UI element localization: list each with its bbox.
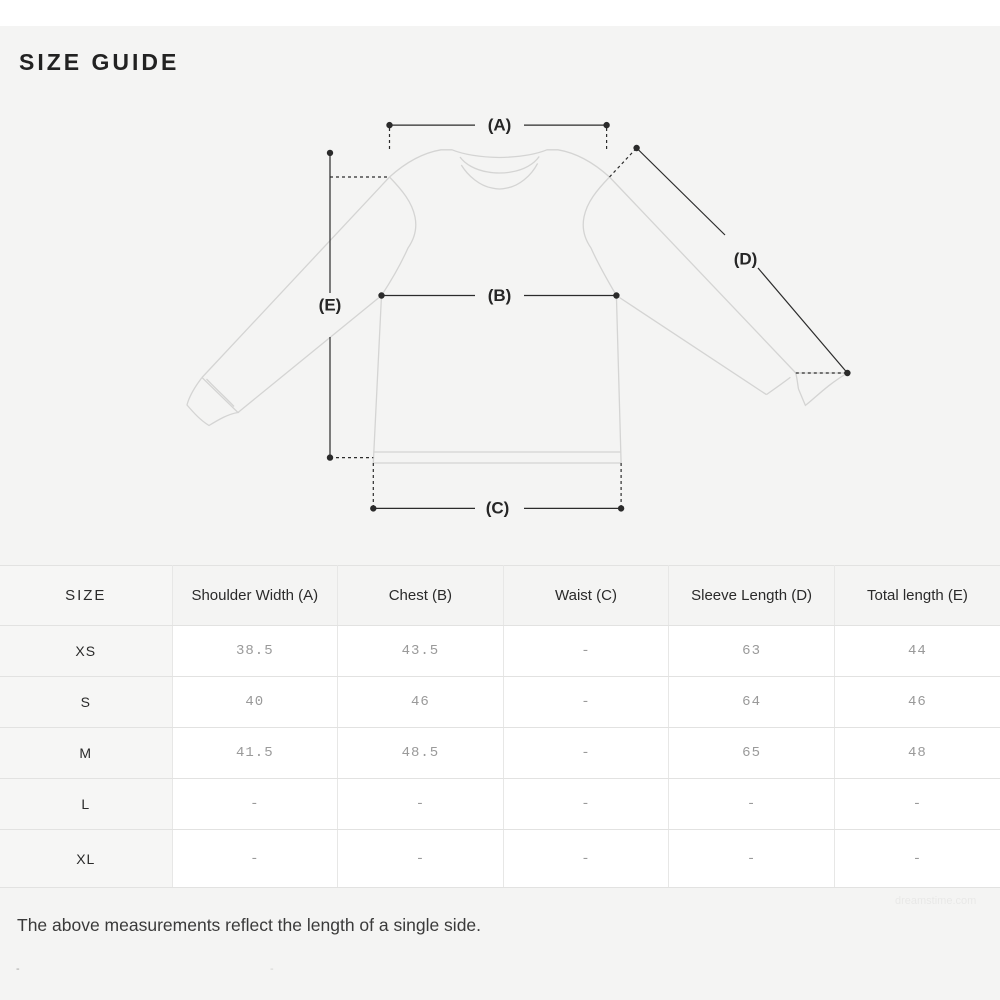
svg-text:(E): (E) xyxy=(319,296,342,315)
svg-text:(D): (D) xyxy=(734,250,758,269)
svg-text:(B): (B) xyxy=(488,286,512,305)
svg-text:(C): (C) xyxy=(486,499,510,518)
svg-text:(A): (A) xyxy=(488,116,512,135)
